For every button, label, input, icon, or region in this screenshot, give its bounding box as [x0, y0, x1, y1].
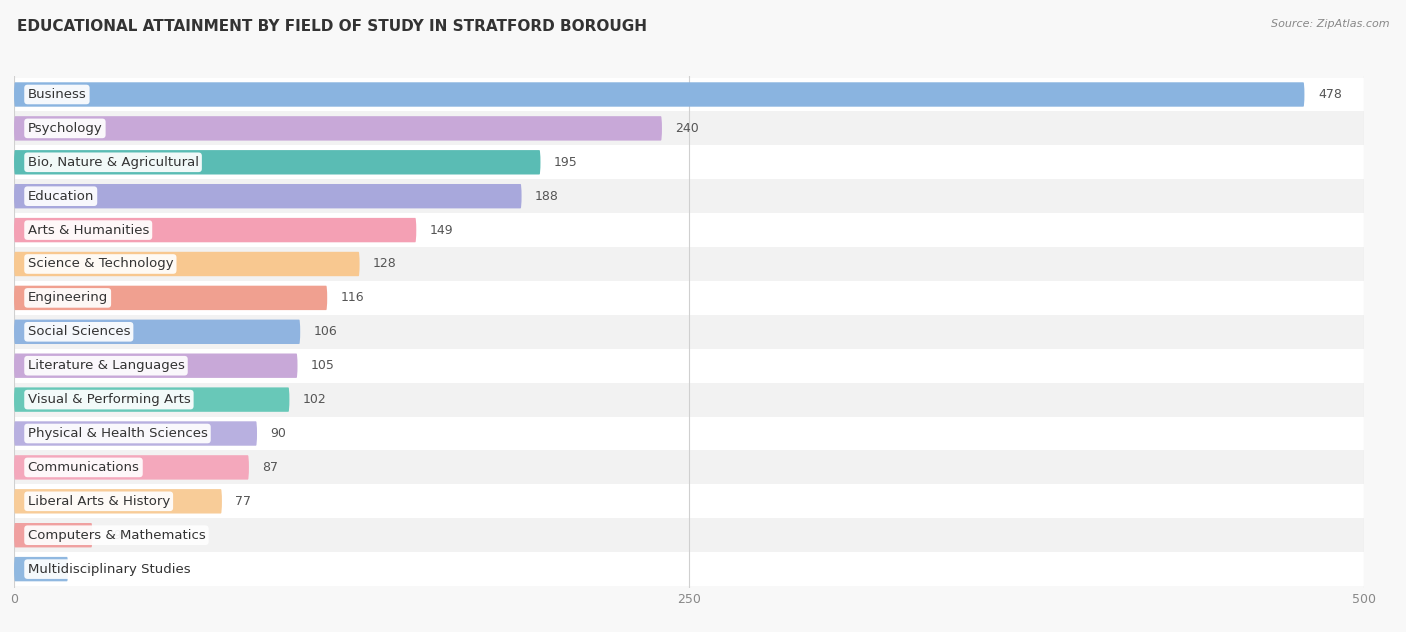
Bar — [14, 416, 1364, 451]
FancyBboxPatch shape — [14, 422, 257, 446]
Bar — [14, 247, 1364, 281]
FancyBboxPatch shape — [14, 455, 249, 480]
Text: Education: Education — [28, 190, 94, 203]
Bar — [14, 382, 1364, 416]
Text: Computers & Mathematics: Computers & Mathematics — [28, 529, 205, 542]
Text: 106: 106 — [314, 325, 337, 338]
Text: Psychology: Psychology — [28, 122, 103, 135]
Bar — [14, 451, 1364, 484]
Bar — [14, 552, 1364, 586]
Text: Multidisciplinary Studies: Multidisciplinary Studies — [28, 562, 190, 576]
Bar — [14, 315, 1364, 349]
FancyBboxPatch shape — [14, 523, 93, 547]
Text: Business: Business — [28, 88, 86, 101]
Text: 90: 90 — [270, 427, 287, 440]
FancyBboxPatch shape — [14, 116, 662, 140]
Text: 105: 105 — [311, 359, 335, 372]
Text: Social Sciences: Social Sciences — [28, 325, 131, 338]
Text: Engineering: Engineering — [28, 291, 108, 305]
FancyBboxPatch shape — [14, 320, 301, 344]
Text: 195: 195 — [554, 156, 578, 169]
FancyBboxPatch shape — [14, 252, 360, 276]
Bar — [14, 179, 1364, 213]
Bar — [14, 349, 1364, 382]
FancyBboxPatch shape — [14, 82, 1305, 107]
Text: 188: 188 — [536, 190, 560, 203]
Text: Physical & Health Sciences: Physical & Health Sciences — [28, 427, 208, 440]
Bar — [14, 111, 1364, 145]
FancyBboxPatch shape — [14, 150, 540, 174]
FancyBboxPatch shape — [14, 353, 298, 378]
Text: 20: 20 — [82, 562, 97, 576]
Text: Liberal Arts & History: Liberal Arts & History — [28, 495, 170, 507]
Bar — [14, 281, 1364, 315]
Bar — [14, 213, 1364, 247]
FancyBboxPatch shape — [14, 218, 416, 242]
FancyBboxPatch shape — [14, 489, 222, 514]
Bar — [14, 484, 1364, 518]
Bar — [14, 145, 1364, 179]
Text: 478: 478 — [1317, 88, 1341, 101]
FancyBboxPatch shape — [14, 387, 290, 412]
Bar — [14, 518, 1364, 552]
Text: 149: 149 — [430, 224, 453, 236]
Text: 87: 87 — [263, 461, 278, 474]
Text: 116: 116 — [340, 291, 364, 305]
Text: Source: ZipAtlas.com: Source: ZipAtlas.com — [1271, 19, 1389, 29]
Text: Literature & Languages: Literature & Languages — [28, 359, 184, 372]
Text: Science & Technology: Science & Technology — [28, 257, 173, 270]
Text: Bio, Nature & Agricultural: Bio, Nature & Agricultural — [28, 156, 198, 169]
Text: 128: 128 — [373, 257, 396, 270]
FancyBboxPatch shape — [14, 557, 67, 581]
Text: EDUCATIONAL ATTAINMENT BY FIELD OF STUDY IN STRATFORD BOROUGH: EDUCATIONAL ATTAINMENT BY FIELD OF STUDY… — [17, 19, 647, 34]
Text: Visual & Performing Arts: Visual & Performing Arts — [28, 393, 190, 406]
Text: Arts & Humanities: Arts & Humanities — [28, 224, 149, 236]
Text: 102: 102 — [302, 393, 326, 406]
Text: 77: 77 — [235, 495, 252, 507]
FancyBboxPatch shape — [14, 286, 328, 310]
Text: Communications: Communications — [28, 461, 139, 474]
Text: 240: 240 — [675, 122, 699, 135]
FancyBboxPatch shape — [14, 184, 522, 209]
Bar — [14, 78, 1364, 111]
Text: 29: 29 — [105, 529, 121, 542]
